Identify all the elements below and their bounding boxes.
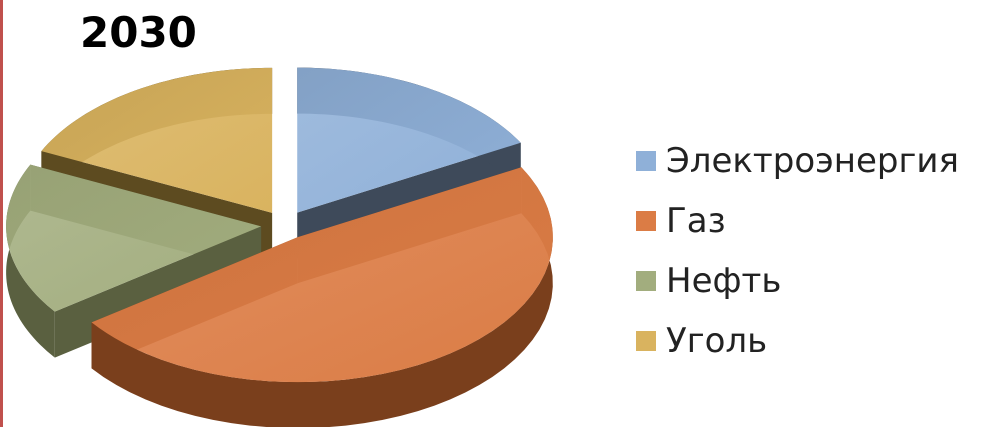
legend-label-coal: Уголь (666, 321, 768, 361)
legend-swatch-coal (636, 331, 656, 351)
pie-slice-top-electricity (297, 67, 521, 213)
chart-legend: Электроэнергия Газ Нефть Уголь (636, 140, 959, 380)
legend-swatch-gas (636, 211, 656, 231)
pie-slice-top-oil (6, 164, 262, 312)
legend-item-gas: Газ (636, 200, 959, 242)
slide-left-rule (0, 0, 3, 427)
legend-label-oil: Нефть (666, 261, 782, 301)
legend-swatch-oil (636, 271, 656, 291)
pie-slice-rim-gas (91, 167, 553, 427)
legend-item-oil: Нефть (636, 260, 959, 302)
legend-label-gas: Газ (666, 201, 726, 241)
legend-item-coal: Уголь (636, 320, 959, 362)
chart-title: 2030 (80, 8, 197, 57)
pie-slice-top-gas (91, 167, 553, 383)
pie-slice-top-coal (41, 67, 273, 213)
legend-label-electricity: Электроэнергия (666, 141, 959, 181)
legend-swatch-electricity (636, 151, 656, 171)
pie-slice-gas (91, 167, 553, 427)
legend-item-electricity: Электроэнергия (636, 140, 959, 182)
